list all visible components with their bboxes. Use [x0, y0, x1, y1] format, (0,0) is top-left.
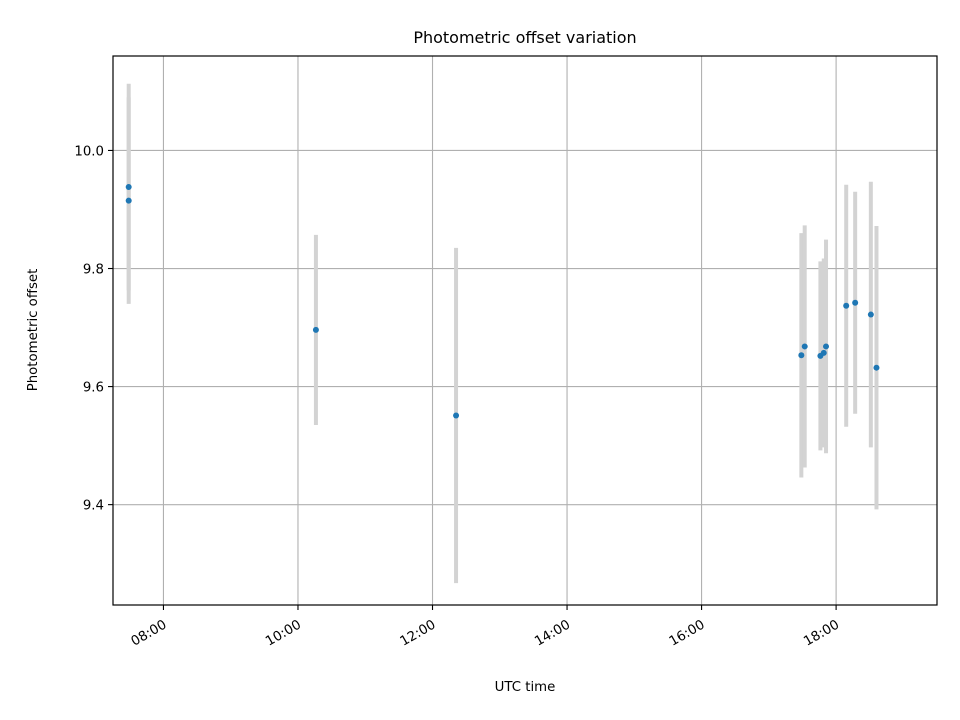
x-axis-title: UTC time — [495, 680, 556, 695]
data-point — [823, 343, 830, 350]
data-point — [873, 364, 880, 371]
data-point — [453, 412, 460, 419]
data-point — [125, 184, 132, 191]
y-tick-label: 9.6 — [83, 381, 104, 396]
y-axis-title: Photometric offset — [26, 269, 41, 392]
data-point — [312, 326, 319, 333]
data-point — [843, 302, 850, 309]
data-point — [820, 349, 827, 356]
y-tick-label: 9.4 — [83, 499, 104, 514]
data-points — [125, 184, 880, 419]
data-point — [801, 343, 808, 350]
chart-title: Photometric offset variation — [413, 28, 636, 47]
data-point — [798, 352, 805, 359]
y-tick-label: 10.0 — [74, 144, 104, 159]
data-point — [867, 311, 874, 318]
y-tick-label: 9.8 — [83, 263, 104, 278]
data-point — [852, 299, 859, 306]
data-point — [125, 197, 132, 204]
plot-frame — [112, 55, 938, 606]
